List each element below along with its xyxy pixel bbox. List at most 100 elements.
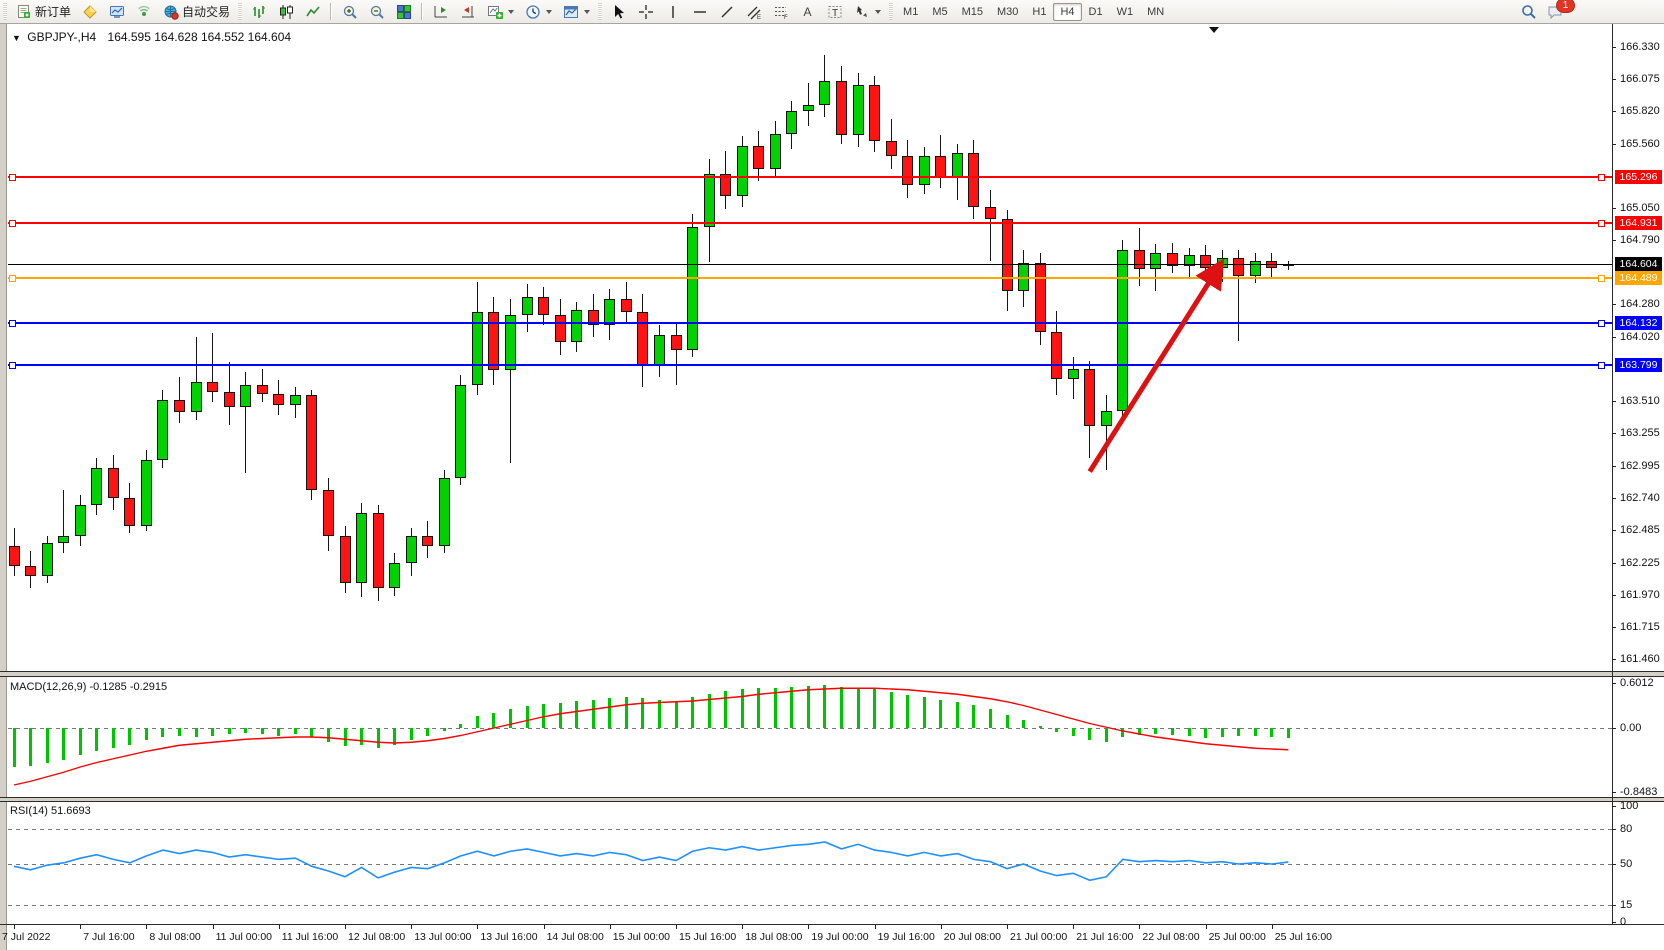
publish-chart-button[interactable] (103, 1, 130, 23)
zoom-out-button[interactable] (363, 1, 390, 23)
timeframes-button[interactable] (519, 1, 557, 23)
hline-handle[interactable] (1598, 275, 1605, 283)
price-axis-label: 164.790 (1620, 234, 1660, 247)
candle (389, 563, 401, 589)
panel-splitter[interactable] (0, 798, 1664, 801)
candle (1249, 260, 1261, 276)
text-label-tool-button[interactable]: T (821, 1, 848, 23)
cursor-icon (610, 3, 627, 20)
candle (1067, 368, 1079, 379)
candlestick-chart-icon (277, 3, 294, 20)
time-axis-tick (477, 925, 479, 929)
toolbar-separator (421, 3, 424, 20)
macd-histogram-bar (558, 702, 562, 728)
toolbar-grip[interactable] (3, 3, 7, 20)
hline-handle[interactable] (1598, 320, 1605, 328)
autotrading-button[interactable]: 自动交易 (157, 1, 235, 23)
candlestick-chart-button[interactable] (272, 1, 299, 23)
hline-handle[interactable] (9, 361, 16, 369)
panel-splitter[interactable] (0, 672, 1664, 676)
symbol-dropdown-icon[interactable]: ▼ (12, 33, 21, 43)
period-button-w1[interactable]: W1 (1116, 5, 1134, 18)
macd-histogram-bar (1253, 728, 1257, 737)
dropdown-caret (875, 9, 882, 14)
notifications-button[interactable]: 1 (1542, 0, 1575, 23)
tile-windows-button[interactable] (390, 1, 417, 23)
hline-handle[interactable] (1598, 361, 1605, 369)
period-button-m30[interactable]: M30 (997, 5, 1019, 18)
chart-shift-button[interactable] (454, 1, 481, 23)
hline-handle[interactable] (9, 275, 16, 283)
bar-chart-button[interactable] (245, 1, 272, 23)
search-button[interactable] (1515, 1, 1542, 23)
candle (653, 334, 665, 365)
price-axis-tick (1612, 658, 1616, 660)
scroll-shift-marker[interactable] (1209, 27, 1219, 33)
candle (405, 535, 417, 564)
period-button-mn[interactable]: MN (1147, 5, 1165, 18)
equidistant-channel-tool-button[interactable]: E (740, 1, 767, 23)
period-button-m15[interactable]: M15 (961, 5, 983, 18)
trend-arrow-annotation[interactable] (1087, 258, 1225, 473)
time-axis-tick (278, 925, 280, 929)
new-order-button[interactable]: 新订单 (10, 1, 76, 23)
text-tool-button[interactable]: A (794, 1, 821, 23)
toolbar-grip[interactable] (598, 3, 603, 20)
hline-handle[interactable] (9, 320, 16, 328)
toolbar-grip[interactable] (238, 3, 243, 20)
svg-text:T: T (832, 8, 838, 19)
hline-handle[interactable] (1598, 173, 1605, 181)
cursor-tool-button[interactable] (605, 1, 632, 23)
hline-handle[interactable] (1598, 219, 1605, 227)
macd-histogram-bar (873, 689, 877, 728)
zoom-in-button[interactable] (336, 1, 363, 23)
panel-border (0, 676, 1664, 677)
candle (819, 80, 831, 105)
line-chart-button[interactable] (299, 1, 326, 23)
trendline-tool-button[interactable] (713, 1, 740, 23)
templates-button[interactable] (557, 1, 595, 23)
hline-163799[interactable] (8, 363, 1612, 366)
macd-histogram-bar (475, 716, 479, 728)
period-button-d1[interactable]: D1 (1088, 5, 1103, 18)
candle (885, 141, 897, 157)
macd-histogram-bar (442, 728, 446, 731)
macd-zero-line (8, 728, 1612, 729)
fibonacci-tool-button[interactable]: F (767, 1, 794, 23)
candle (935, 156, 947, 178)
hline-handle[interactable] (9, 219, 16, 227)
time-axis-label: 21 Jul 00:00 (1010, 931, 1068, 943)
arrows-tool-button[interactable] (848, 1, 886, 23)
macd-histogram-bar (740, 689, 744, 728)
hline-165296[interactable] (8, 175, 1612, 178)
hline-164132[interactable] (8, 322, 1612, 325)
candle (25, 565, 37, 576)
hline-164931[interactable] (8, 221, 1612, 224)
macd-histogram-bar (376, 728, 380, 748)
macd-histogram-bar (1022, 719, 1026, 728)
time-axis-label: 19 Jul 16:00 (877, 931, 935, 943)
candle (372, 512, 384, 589)
rsi-level-80 (8, 829, 1612, 831)
period-button-h1[interactable]: H1 (1032, 5, 1047, 18)
auto-scroll-button[interactable] (427, 1, 454, 23)
toolbar-grip[interactable] (889, 3, 894, 20)
period-button-h4[interactable]: H4 (1053, 2, 1082, 21)
price-axis-tick (1612, 47, 1616, 48)
crosshair-tool-button[interactable] (632, 1, 659, 23)
candle (74, 505, 86, 536)
new-chart-button[interactable] (481, 1, 519, 23)
period-button-m1[interactable]: M1 (903, 5, 919, 18)
mql-diamond-button[interactable] (76, 1, 103, 23)
time-axis-tick (146, 925, 148, 929)
period-button-m5[interactable]: M5 (932, 5, 948, 18)
signals-button[interactable] (130, 1, 157, 23)
hline-164489[interactable] (8, 277, 1612, 280)
macd-histogram-bar (1270, 728, 1274, 737)
price-axis-tick (1612, 401, 1616, 403)
hline-handle[interactable] (9, 173, 16, 181)
candle (538, 296, 550, 315)
horizontal-line-tool-button[interactable] (686, 1, 713, 23)
vertical-line-tool-button[interactable] (659, 1, 686, 23)
